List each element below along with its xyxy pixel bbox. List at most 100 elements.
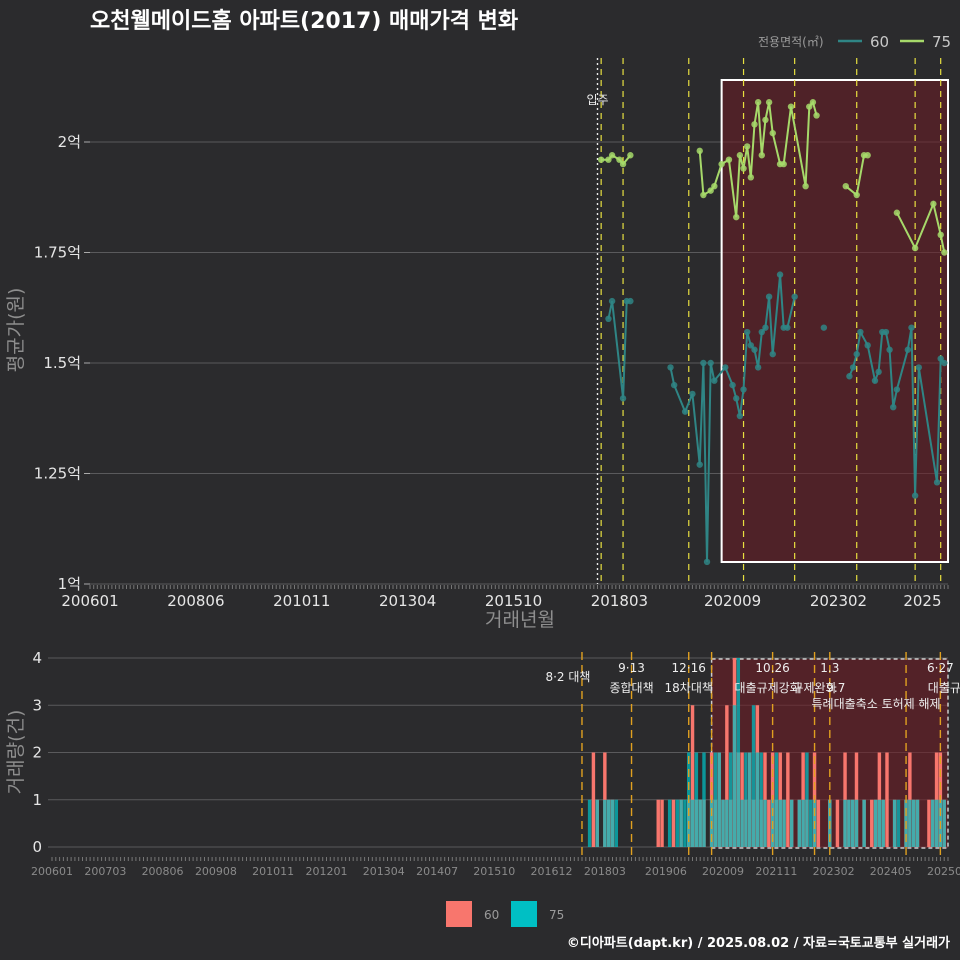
bar-75 [702,752,706,847]
event-label: 대출규 [928,681,960,695]
event-label: 1.3 [820,661,839,675]
data-point-75 [765,99,773,106]
bar-75 [881,799,885,847]
event-label: 대출규제강화 [734,681,800,695]
data-point-60 [751,346,758,353]
volume-panel: 0 1 2 3 4 200601 200703 200806 200908 201011 20120… [31,649,960,878]
data-point-60 [769,350,776,358]
y-tick-label: 1.25억 [34,465,81,483]
data-point-60 [882,328,890,336]
data-point-60 [619,395,627,402]
data-point-75 [780,160,787,168]
bar-75 [934,799,939,847]
data-point-75 [754,99,762,106]
x-tick-label-vol: 202405 [870,865,912,878]
x-tick-label-vol: 201803 [584,865,626,878]
bar-75 [679,799,683,847]
x-tick-label: 200806 [167,592,224,610]
event-label: 10.26 [755,661,789,675]
bar-75 [873,799,878,847]
data-point-60 [729,381,736,389]
bar-75 [603,799,607,847]
data-point-75 [725,156,733,163]
data-point-75 [597,156,605,163]
bar-75 [896,799,901,847]
series-line-75 [601,100,946,253]
data-point-60 [784,324,791,331]
data-point-60 [667,364,674,371]
bar-75 [908,799,912,847]
data-point-75 [864,152,871,159]
bar-75 [915,799,920,847]
move-in-label: 입주 [586,93,608,107]
footer-credit: ©디아파트(dapt.kr) / 2025.08.02 / 자료=국토교통부 실… [567,935,950,951]
bar-60 [671,799,676,847]
data-point-60 [740,386,747,393]
chart-title: 오천웰메이드홈 아파트(2017) 매매가격 변화 [90,9,518,34]
data-point-60 [846,373,853,380]
x-tick-label-vol: 201906 [645,865,687,878]
x-tick-label-vol: 201304 [363,865,405,878]
event-label: 6·27 [927,661,954,675]
data-point-75 [769,129,776,137]
bar-60 [835,799,840,847]
x-tick-label: 201803 [591,592,648,610]
bar-75 [850,799,855,847]
data-point-75 [747,174,755,181]
bar-75 [694,752,699,847]
data-point-60 [711,377,718,384]
data-point-75 [937,231,944,239]
event-label: 12·16 [672,661,706,675]
legend-swatch-bar-60 [446,901,472,927]
data-point-75 [740,165,747,172]
data-point-60 [915,364,922,371]
bar-75 [736,658,741,847]
data-point-75 [608,152,616,159]
bar-75 [843,799,847,847]
legend-bar-label-75: 75 [549,908,564,922]
bar-75 [862,799,866,847]
data-point-60 [904,346,912,353]
x-tick-label-vol: 201407 [416,865,458,878]
y-axis-title-price: 평균가(원) [5,288,27,373]
data-point-75 [802,183,809,190]
data-point-60 [743,328,751,336]
event-label: 8·2 대책 [545,669,590,684]
y-axis-title-volume: 거래량(건) [5,710,27,795]
bar-75 [805,752,809,847]
data-point-60 [733,395,740,402]
legend-bottom: 60 75 [446,901,564,927]
bar-75 [667,799,672,847]
data-point-60 [875,368,882,376]
y-tick-label: 2억 [58,133,81,151]
data-point-60 [776,271,784,278]
y-tick-label: 1억 [58,575,81,593]
bar-75 [728,752,733,847]
bar-75 [778,799,782,847]
bar-60 [767,799,771,847]
data-point-75 [743,143,751,150]
data-point-75 [758,152,765,159]
bar-75 [595,799,599,847]
data-point-75 [853,191,860,199]
data-point-60 [908,324,915,331]
x-tick-label: 202009 [704,592,761,610]
event-label: 9.7 [826,681,845,695]
data-point-75 [762,116,769,124]
x-tick-label-vol: 201011 [252,865,294,878]
x-tick-label-vol: 201201 [306,865,348,878]
legend-title: 전용면적(㎡) [758,35,824,49]
highlight-box [720,79,949,563]
bar-60 [660,799,664,847]
bar-75 [740,799,744,847]
x-minor-ticks-vol [51,857,949,861]
data-point-60 [608,297,616,305]
data-point-60 [937,355,944,362]
bar-75 [782,799,786,847]
legend-label-75: 75 [932,33,951,51]
x-axis-title: 거래년월 [485,609,555,631]
bar-75 [797,799,802,847]
data-point-60 [722,364,729,371]
bar-75 [614,799,619,847]
x-tick-label-vol: 201612 [530,865,572,878]
